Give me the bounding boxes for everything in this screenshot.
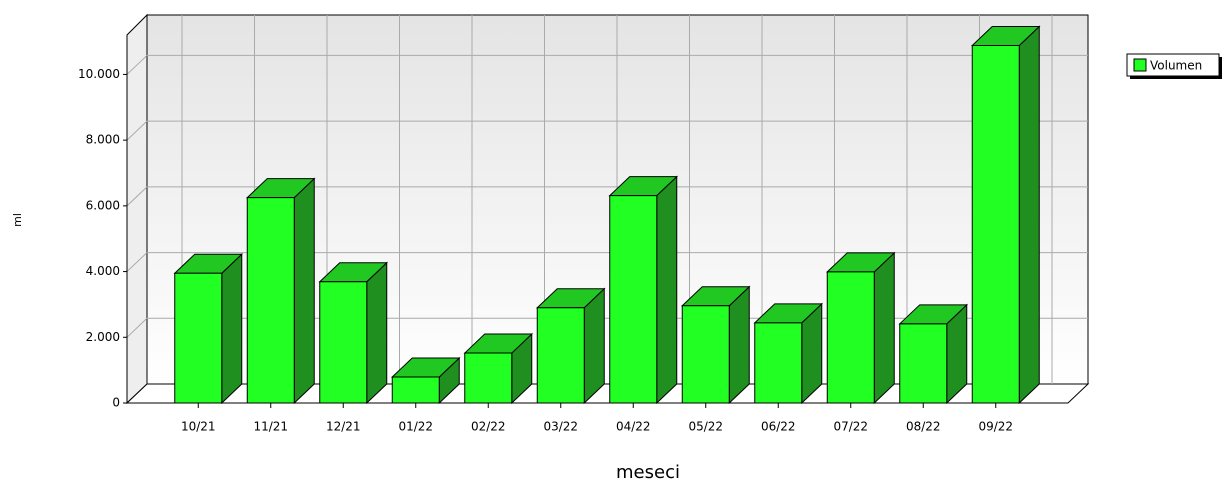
bar-face: [826, 271, 875, 404]
x-tick-label: 11/21: [253, 420, 288, 434]
grid-line-side: [126, 186, 148, 207]
grid-line-side: [126, 120, 148, 141]
bar-face: [174, 272, 223, 404]
bar: [245, 177, 316, 405]
bar-face: [221, 253, 243, 405]
bar: [608, 175, 679, 405]
bar-face: [293, 177, 315, 405]
bar-face: [971, 45, 1020, 404]
x-tick-label: 10/21: [181, 420, 216, 434]
x-tick-label: 06/22: [761, 420, 796, 434]
bar-face: [391, 376, 440, 404]
bar-face: [609, 195, 658, 404]
bar: [825, 251, 896, 405]
grid-line-side: [126, 317, 148, 338]
bar-face: [366, 261, 388, 405]
left-wall: [126, 13, 148, 405]
y-tick-label: 8.000: [86, 133, 120, 147]
x-tick-label: 12/21: [326, 420, 361, 434]
grid-line-side: [126, 252, 148, 272]
y-axis-label: ml: [11, 213, 24, 227]
x-axis-label: meseci: [616, 462, 680, 483]
bar-face: [754, 322, 803, 404]
y-tick-label: 6.000: [86, 198, 120, 212]
y-tick-label: 2.000: [86, 330, 120, 344]
x-tick-label: 03/22: [543, 420, 578, 434]
bar-face: [656, 175, 678, 405]
grid-line-side: [126, 55, 148, 75]
y-tick-label: 0: [112, 396, 120, 410]
bar: [173, 253, 244, 405]
bar: [318, 261, 389, 405]
bar-face: [1018, 25, 1040, 405]
bar-face: [319, 281, 368, 404]
bar: [535, 287, 606, 405]
legend: [1126, 53, 1220, 77]
bar-face: [681, 305, 730, 404]
bar: [898, 303, 969, 405]
x-tick-label: 09/22: [978, 420, 1013, 434]
y-tick-label: 4.000: [86, 264, 120, 278]
y-tick-label: 10.000: [78, 67, 120, 81]
bar: [390, 356, 461, 405]
bar: [463, 332, 534, 405]
bar-face: [899, 323, 948, 404]
x-tick-label: 04/22: [616, 420, 651, 434]
bar-face: [536, 307, 585, 404]
x-tick-label: 07/22: [833, 420, 868, 434]
bar-face: [728, 285, 750, 405]
x-tick-label: 05/22: [688, 420, 723, 434]
bar-face: [873, 251, 895, 405]
x-tick-label: 08/22: [906, 420, 941, 434]
bar: [680, 285, 751, 405]
bar-face: [464, 352, 513, 404]
bar: [970, 25, 1041, 405]
legend-swatch: [1133, 58, 1147, 72]
bar-face: [246, 197, 295, 404]
bar-face: [583, 287, 605, 405]
legend-label: Volumen: [1150, 59, 1202, 73]
x-tick-label: 02/22: [471, 420, 506, 434]
x-tick-label: 01/22: [398, 420, 433, 434]
bar: [753, 302, 824, 405]
